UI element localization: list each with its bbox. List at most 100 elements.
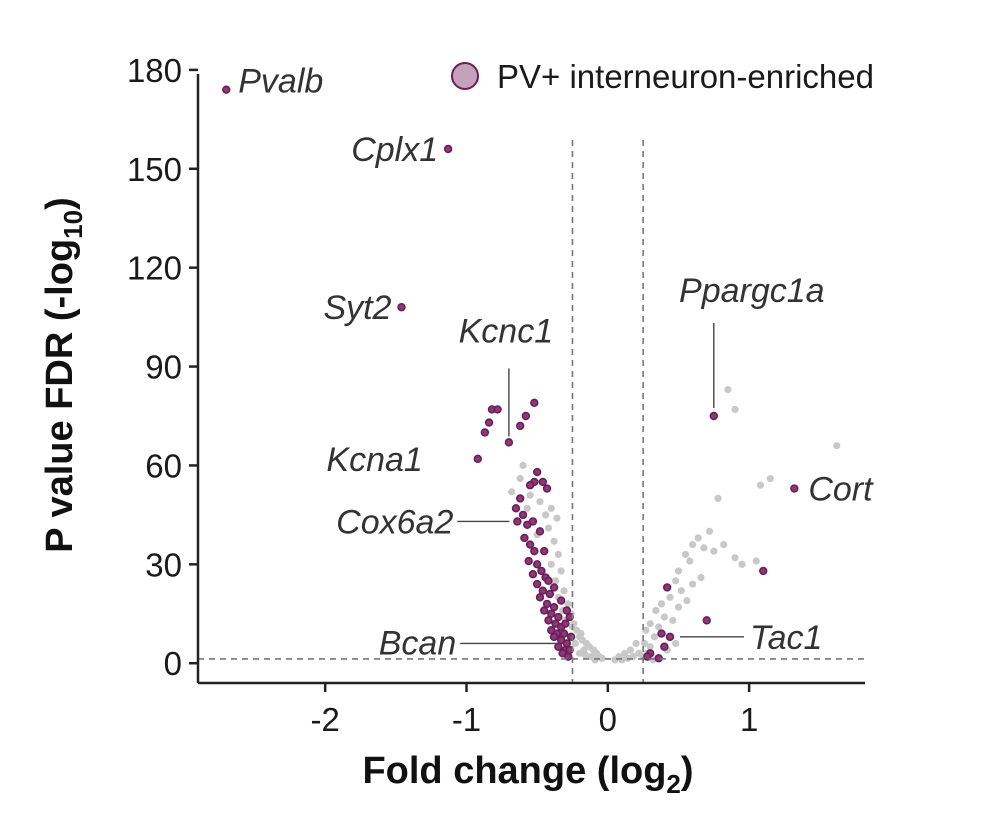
enriched-point [521,411,531,421]
enriched-point [397,303,406,312]
enriched-point [528,517,538,526]
gene-label-cplx1: Cplx1 [351,131,438,169]
background-point [560,587,568,595]
enriched-point [549,583,559,592]
background-point [674,567,683,575]
enriched-point [542,484,552,493]
background-point [516,475,524,483]
background-point [756,481,765,489]
background-point [672,639,680,648]
background-point [547,504,555,512]
enriched-point [547,609,556,618]
enriched-point [540,546,549,556]
background-point [677,587,685,595]
enriched-point [561,619,570,628]
background-point [571,639,579,648]
background-point [557,567,565,575]
enriched-point [542,599,552,609]
enriched-point [504,438,514,447]
background-point [632,639,640,648]
enriched-point [549,602,559,612]
x-tick-label: 0 [599,701,617,738]
y-tick-label: 150 [127,151,182,188]
y-tick-label: 120 [127,250,182,287]
background-point [652,606,660,615]
background-point [657,600,666,608]
background-point [646,620,654,628]
background-point [681,550,690,559]
enriched-point [515,494,525,503]
background-point [551,577,560,585]
enriched-point [540,606,549,615]
background-point [710,547,718,555]
background-point [700,544,708,552]
background-point [650,633,659,641]
enriched-point [657,629,666,638]
background-point [683,596,691,605]
enriched-point [473,454,483,464]
background-point [724,386,732,394]
gene-annotations: Pvalb Cplx1 Syt2 Kcnc1 Kcna1 Cox6a2 Bcan Ppargc… [238,63,874,663]
enriched-point [554,642,563,651]
enriched-point [566,632,576,642]
enriched-point [538,477,548,487]
background-point [542,511,550,519]
background-point [646,643,654,651]
enriched-point [562,639,572,648]
gene-label-tac1: Tac1 [750,619,822,657]
ticks: -2 -1 0 1 0 30 60 90 120 150 180 [127,52,758,738]
x-tick-label: -2 [311,701,340,738]
axes [196,74,865,685]
background-point [591,656,599,664]
enriched-point [532,467,542,477]
background-point [544,524,553,532]
enriched-point [759,566,768,576]
enriched-point [556,596,566,605]
enriched-point [535,527,545,536]
enriched-point [443,144,453,154]
gene-label-cort: Cort [808,471,874,509]
enriched-point [520,533,529,543]
background-point [686,557,694,565]
enriched-point [665,632,675,642]
threshold-lines [198,140,865,683]
y-axis-title: P value FDR (-log10) [39,197,88,552]
background-point [660,613,668,621]
enriched-point [538,586,548,595]
background-point [688,540,697,549]
enriched-point [524,556,533,566]
x-axis-title: Fold change (log2) [362,750,693,799]
enriched-point [535,593,545,602]
background-point [674,603,683,611]
enriched-point [532,579,542,589]
background-point [655,623,663,631]
background-point [731,405,739,414]
gene-label-pvalb: Pvalb [238,63,323,101]
background-point [536,498,544,506]
background-point [547,560,555,568]
y-tick-label: 60 [145,447,182,484]
enriched-point [484,418,494,427]
enriched-points [222,85,799,663]
enriched-point [544,616,553,625]
gene-label-ppargc1a: Ppargc1a [679,272,825,310]
enriched-point [549,632,559,642]
y-tick-label: 180 [127,52,182,89]
background-point [694,534,702,542]
background-point [738,560,746,568]
background-point [720,540,728,549]
enriched-point [545,589,555,599]
background-point [705,527,714,535]
background-point [577,629,585,638]
background-point [672,577,680,585]
enriched-point [530,546,539,556]
enriched-point [662,583,672,592]
background-point [752,557,760,565]
background-point [550,537,558,545]
x-tick-label: 1 [740,701,758,738]
enriched-point [790,484,799,493]
background-point [626,646,635,654]
background-point [564,600,572,608]
gene-label-kcnc1: Kcnc1 [459,312,554,350]
y-tick-label: 90 [145,349,182,386]
